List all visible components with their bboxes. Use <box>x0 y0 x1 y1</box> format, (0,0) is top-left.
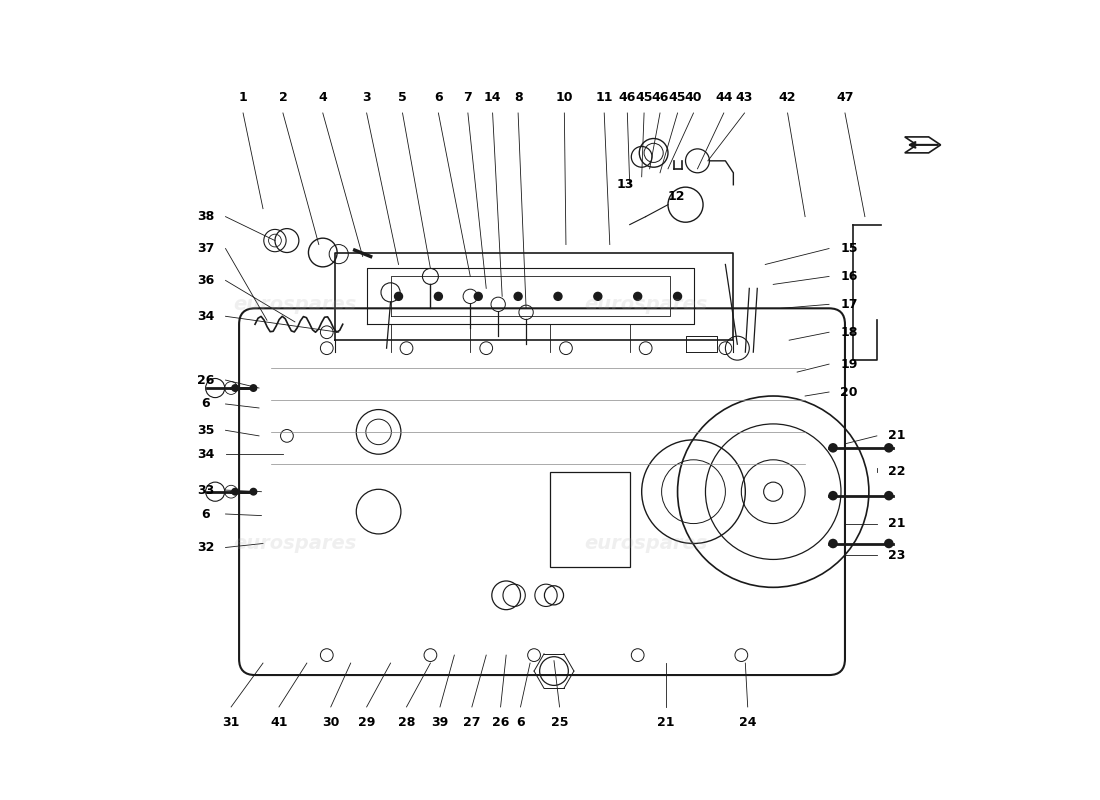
Text: 16: 16 <box>840 270 858 283</box>
Text: 13: 13 <box>617 178 635 191</box>
Circle shape <box>480 342 493 354</box>
Text: 7: 7 <box>463 90 472 103</box>
Circle shape <box>528 649 540 662</box>
Text: 5: 5 <box>398 90 407 103</box>
Text: 26: 26 <box>492 716 509 730</box>
Text: 22: 22 <box>888 466 905 478</box>
Text: 46: 46 <box>618 90 636 103</box>
Text: 31: 31 <box>222 716 240 730</box>
Text: 28: 28 <box>398 716 415 730</box>
Text: 19: 19 <box>840 358 858 370</box>
Text: 21: 21 <box>888 517 905 530</box>
Text: 20: 20 <box>840 386 858 398</box>
Circle shape <box>424 649 437 662</box>
Text: 30: 30 <box>322 716 340 730</box>
Text: 46: 46 <box>651 90 669 103</box>
Text: eurospares: eurospares <box>233 295 356 314</box>
Text: 6: 6 <box>516 716 525 730</box>
Text: 17: 17 <box>840 298 858 311</box>
Text: 6: 6 <box>201 507 210 521</box>
Text: 34: 34 <box>197 448 215 461</box>
Text: 26: 26 <box>197 374 215 386</box>
Text: 4: 4 <box>318 90 327 103</box>
Text: 39: 39 <box>431 716 449 730</box>
Text: 3: 3 <box>362 90 371 103</box>
Circle shape <box>719 342 732 354</box>
Text: 2: 2 <box>278 90 287 103</box>
Circle shape <box>231 384 239 392</box>
Circle shape <box>395 292 403 300</box>
Text: 12: 12 <box>668 190 684 203</box>
Circle shape <box>884 491 893 501</box>
Text: eurospares: eurospares <box>584 534 707 553</box>
Text: 43: 43 <box>736 90 754 103</box>
Text: 6: 6 <box>201 398 210 410</box>
Bar <box>550 472 629 567</box>
Text: 21: 21 <box>888 430 905 442</box>
Text: 34: 34 <box>197 310 215 322</box>
Circle shape <box>884 538 893 548</box>
Text: 42: 42 <box>779 90 796 103</box>
Circle shape <box>631 649 645 662</box>
Text: 45: 45 <box>636 90 652 103</box>
Text: 40: 40 <box>684 90 702 103</box>
Text: 14: 14 <box>484 90 502 103</box>
Text: 6: 6 <box>434 90 442 103</box>
Text: 27: 27 <box>463 716 481 730</box>
Text: 44: 44 <box>715 90 733 103</box>
Text: 33: 33 <box>197 483 215 497</box>
Circle shape <box>560 342 572 354</box>
Circle shape <box>735 649 748 662</box>
Circle shape <box>673 292 682 300</box>
Text: 38: 38 <box>197 210 215 223</box>
Text: 35: 35 <box>197 424 215 437</box>
Circle shape <box>884 443 893 453</box>
Circle shape <box>828 443 838 453</box>
Text: 15: 15 <box>840 242 858 255</box>
Text: 24: 24 <box>739 716 757 730</box>
Circle shape <box>400 342 412 354</box>
Circle shape <box>320 342 333 354</box>
Circle shape <box>594 292 602 300</box>
Circle shape <box>639 342 652 354</box>
Text: 45: 45 <box>669 90 686 103</box>
Circle shape <box>634 292 641 300</box>
Text: 1: 1 <box>239 90 248 103</box>
Polygon shape <box>905 137 940 153</box>
Text: 32: 32 <box>197 541 215 554</box>
Circle shape <box>828 491 838 501</box>
Text: eurospares: eurospares <box>233 534 356 553</box>
Text: 8: 8 <box>514 90 522 103</box>
Text: 37: 37 <box>197 242 215 255</box>
Text: 11: 11 <box>595 90 613 103</box>
Circle shape <box>554 292 562 300</box>
Text: 25: 25 <box>551 716 569 730</box>
Text: 41: 41 <box>271 716 288 730</box>
Circle shape <box>763 482 783 502</box>
Text: 36: 36 <box>197 274 215 287</box>
Text: 10: 10 <box>556 90 573 103</box>
Text: eurospares: eurospares <box>584 295 707 314</box>
Text: 23: 23 <box>888 549 905 562</box>
Text: 21: 21 <box>657 716 674 730</box>
Circle shape <box>250 384 257 392</box>
Circle shape <box>828 538 838 548</box>
Circle shape <box>231 488 239 496</box>
Text: 29: 29 <box>358 716 375 730</box>
Text: 18: 18 <box>840 326 858 338</box>
Circle shape <box>514 292 522 300</box>
FancyBboxPatch shape <box>239 308 845 675</box>
Circle shape <box>474 292 482 300</box>
Circle shape <box>250 488 257 496</box>
Circle shape <box>434 292 442 300</box>
Text: 47: 47 <box>836 90 854 103</box>
Circle shape <box>320 649 333 662</box>
